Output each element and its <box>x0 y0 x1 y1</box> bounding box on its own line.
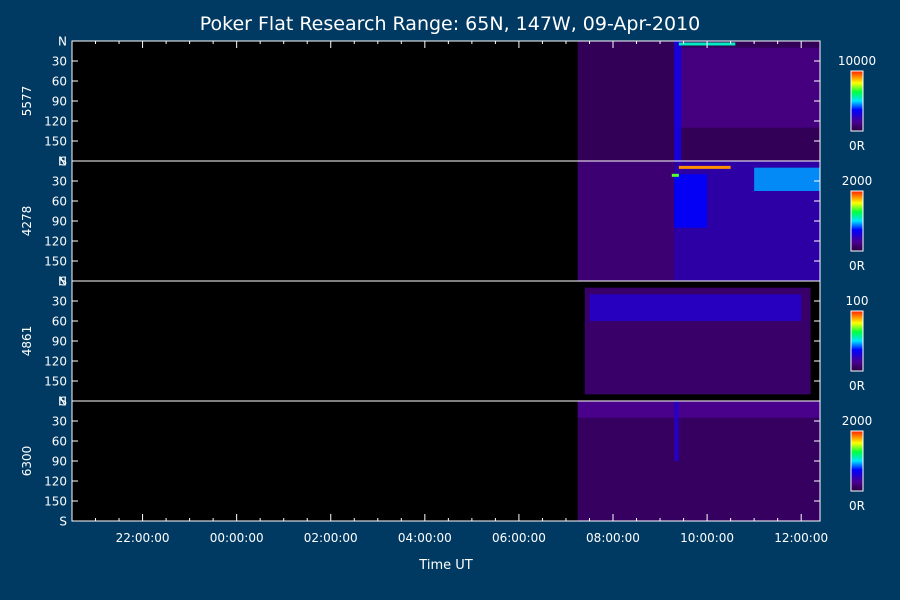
y-tick-label: N <box>58 35 67 49</box>
colorbar-min: 0R <box>849 139 865 153</box>
y-tick-label: 150 <box>44 255 67 269</box>
y-tick-label: 150 <box>44 495 67 509</box>
y-tick-label: N <box>58 155 67 169</box>
x-tick-label: 00:00:00 <box>210 531 264 545</box>
y-tick-label: 60 <box>52 435 67 449</box>
y-tick-label: 30 <box>52 415 67 429</box>
panels: N 30 60 90 120 150 S 5577 10000 0R N 30 60 90 120 150 S 4… <box>20 35 876 529</box>
colorbar-min: 0R <box>849 259 865 273</box>
y-tick-label: 120 <box>44 355 67 369</box>
intensity-region <box>577 161 675 281</box>
panel-4861: N 30 60 90 120 150 S 4861 100 0R <box>20 275 868 409</box>
x-axis-label: Time UT <box>418 558 472 573</box>
y-tick-label: 30 <box>52 175 67 189</box>
colorbar-min: 0R <box>849 379 865 393</box>
intensity-region <box>577 401 820 521</box>
x-tick-label: 22:00:00 <box>116 531 170 545</box>
y-tick-label: 60 <box>52 195 67 209</box>
y-tick-label: 120 <box>44 235 67 249</box>
colorbar <box>850 310 864 372</box>
x-tick-label: 06:00:00 <box>492 531 546 545</box>
y-tick-label: 120 <box>44 115 67 129</box>
panel-ylabel: 5577 <box>20 86 34 117</box>
panel-ylabel: 4278 <box>20 206 34 237</box>
panel-ylabel: 4861 <box>20 326 34 357</box>
y-tick-label: S <box>59 515 67 529</box>
y-tick-label: N <box>58 395 67 409</box>
y-tick-label: 150 <box>44 375 67 389</box>
intensity-region <box>674 401 679 461</box>
panel-ylabel: 6300 <box>20 446 34 477</box>
intensity-region <box>754 167 820 191</box>
colorbar <box>850 190 864 252</box>
panel-6300: N 30 60 90 120 150 S 6300 2000 0R <box>20 395 872 529</box>
intensity-region <box>674 174 708 228</box>
intensity-region <box>674 47 820 128</box>
x-tick-label: 04:00:00 <box>398 531 452 545</box>
intensity-region <box>577 401 820 418</box>
colorbar-max: 100 <box>846 294 869 308</box>
x-tick-label: 10:00:00 <box>680 531 734 545</box>
y-tick-label: 90 <box>52 335 67 349</box>
colorbar-max: 2000 <box>842 414 873 428</box>
intensity-region <box>674 41 682 161</box>
x-axis: 22:00:00 00:00:00 02:00:00 04:00:00 06:00:00… <box>95 41 828 545</box>
y-tick-label: 90 <box>52 95 67 109</box>
colorbar <box>850 70 864 132</box>
y-tick-label: 60 <box>52 315 67 329</box>
panel-5577: N 30 60 90 120 150 S 5577 10000 0R <box>20 35 876 169</box>
y-tick-label: 90 <box>52 215 67 229</box>
intensity-region <box>589 294 802 321</box>
y-tick-label: 30 <box>52 55 67 69</box>
x-tick-label: 08:00:00 <box>586 531 640 545</box>
y-tick-label: S <box>59 155 67 169</box>
y-tick-label: 150 <box>44 135 67 149</box>
y-tick-label: S <box>59 275 67 289</box>
panel-4278: N 30 60 90 120 150 S 4278 2000 0R <box>20 155 872 289</box>
y-tick-label: 90 <box>52 455 67 469</box>
y-tick-label: S <box>59 395 67 409</box>
y-tick-label: 60 <box>52 75 67 89</box>
colorbar <box>850 430 864 492</box>
chart-title: Poker Flat Research Range: 65N, 147W, 09… <box>200 13 701 35</box>
colorbar-max: 10000 <box>838 54 876 68</box>
colorbar-max: 2000 <box>842 174 873 188</box>
colorbar-min: 0R <box>849 499 865 513</box>
y-tick-label: 120 <box>44 475 67 489</box>
x-tick-label: 02:00:00 <box>304 531 358 545</box>
y-tick-label: N <box>58 275 67 289</box>
x-tick-label: 12:00:00 <box>774 531 828 545</box>
y-tick-label: 30 <box>52 295 67 309</box>
